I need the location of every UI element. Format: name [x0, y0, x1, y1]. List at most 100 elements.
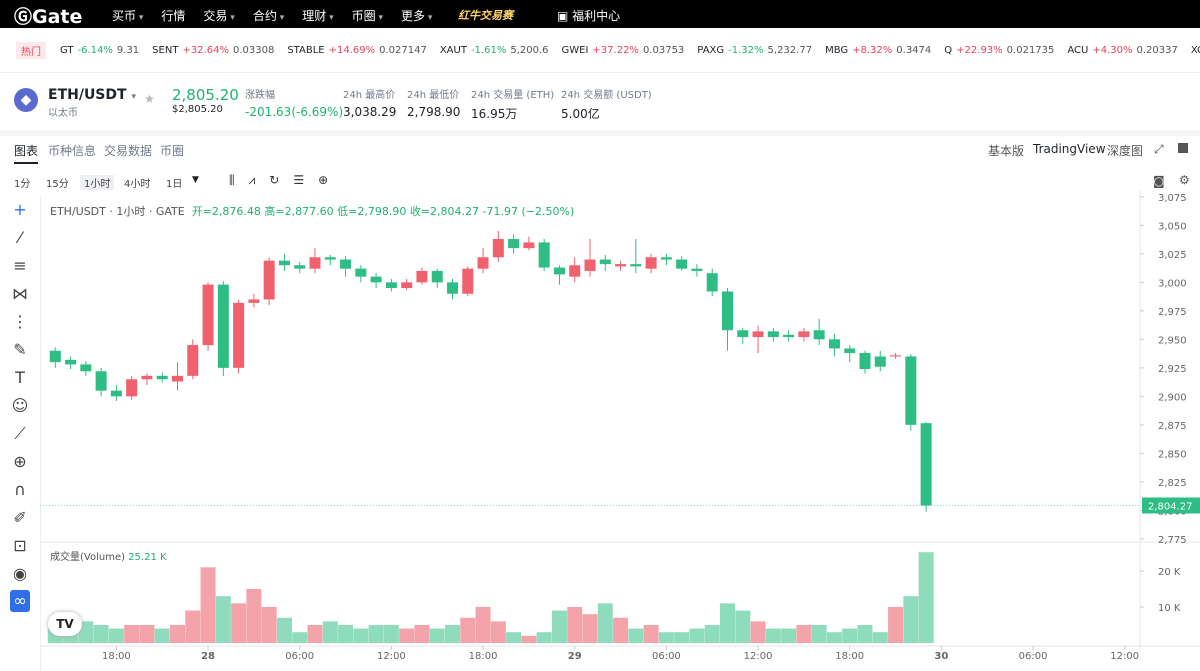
candle-body: [95, 371, 107, 391]
menu-item[interactable]: 行情: [161, 9, 186, 23]
stat-value: 3,038.29: [343, 105, 397, 119]
tool[interactable]: T: [15, 368, 25, 387]
stop-icon[interactable]: [1178, 143, 1188, 153]
x-tick-label: 18:00: [102, 651, 131, 662]
interval[interactable]: 15分: [46, 179, 69, 190]
chart-tools[interactable]: ⫼⩘↻☰⊕: [229, 173, 343, 187]
tool[interactable]: ≡: [13, 256, 27, 275]
candle-body: [676, 259, 688, 269]
tool[interactable]: ⊡: [13, 536, 27, 555]
volume-bar: [338, 624, 354, 643]
volume-last: 25.21 K: [128, 552, 167, 563]
volume-tick-label: 20 K: [1158, 567, 1181, 578]
menu-item[interactable]: 币圈: [352, 7, 383, 24]
tool[interactable]: ✐: [13, 508, 27, 527]
menu-item[interactable]: 交易: [203, 7, 234, 24]
legend-change: -71.97 (−2.50%): [482, 205, 575, 218]
interval[interactable]: 4小时: [124, 179, 151, 190]
candle-body: [156, 375, 168, 380]
promo[interactable]: 红牛交易赛: [458, 9, 513, 22]
last-price: 2,805.20: [172, 86, 239, 104]
stat-label: 涨跌幅: [245, 90, 275, 101]
tool[interactable]: ∩: [14, 480, 26, 499]
tab[interactable]: 币种信息: [48, 144, 97, 158]
ticker-change: +32.64%: [182, 44, 229, 56]
volume-bar: [231, 603, 247, 643]
candle-body: [859, 353, 871, 369]
tool[interactable]: ⋮: [12, 312, 28, 331]
ticker-item[interactable]: MBG +8.32% 0.3474: [825, 45, 931, 56]
x-tick-label: 28: [201, 651, 215, 662]
volume-bar: [368, 624, 384, 643]
fullscreen[interactable]: ⤢: [1154, 142, 1164, 156]
x-tick-label: 06:00: [285, 651, 314, 662]
candle-body: [706, 273, 718, 292]
tool[interactable]: ✎: [13, 340, 27, 359]
ticker-price: 0.03308: [232, 44, 275, 56]
tool[interactable]: +: [13, 200, 27, 219]
volume-bar: [826, 632, 842, 643]
menu-item[interactable]: 买币: [112, 7, 143, 24]
pair[interactable]: ETH/USDT ▾: [48, 87, 136, 103]
tool[interactable]: ◉: [13, 564, 27, 583]
candle-body: [401, 282, 413, 289]
view-option[interactable]: 深度图: [1107, 144, 1144, 158]
candle-body: [233, 302, 245, 368]
volume-bar: [93, 624, 109, 643]
settings[interactable]: ⚙: [1179, 173, 1190, 187]
ticker-item[interactable]: XAUT -1.61% 5,200.6: [440, 45, 549, 56]
candle-body: [477, 257, 489, 269]
ticker-item[interactable]: PAXG -1.32% 5,232.77: [697, 45, 812, 56]
stat: 24h 最低价 2,798.90: [407, 86, 460, 119]
interval[interactable]: 1日: [166, 179, 183, 190]
tool[interactable]: ⟋: [14, 424, 26, 443]
view-option[interactable]: 基本版: [988, 144, 1025, 158]
tool[interactable]: ☺: [11, 396, 29, 415]
interval[interactable]: 1分: [14, 179, 31, 190]
tab[interactable]: 币圈: [160, 144, 185, 158]
camera[interactable]: ◙: [1153, 174, 1165, 188]
menu-item[interactable]: 更多: [401, 7, 432, 24]
volume-bar: [567, 606, 583, 643]
welfare-link[interactable]: ▣ 福利中心: [557, 9, 621, 23]
ticker-price: 0.20337: [1136, 44, 1178, 56]
stat-label: 24h 最低价: [407, 90, 460, 101]
legend-open: 开=2,876.48: [191, 205, 261, 218]
tv-logo[interactable]: TV: [48, 612, 82, 636]
ticker-item[interactable]: ACU +4.30% 0.20337: [1067, 45, 1177, 56]
tool[interactable]: ⊕: [13, 452, 27, 471]
tab[interactable]: 图表: [14, 142, 39, 164]
tool[interactable]: ∞: [10, 590, 30, 612]
tab[interactable]: 交易数据: [104, 144, 153, 158]
ticker-item[interactable]: SENT +32.64% 0.03308: [152, 45, 274, 56]
volume-bar: [276, 617, 292, 643]
ticker-item[interactable]: GWEI +37.22% 0.03753: [562, 45, 685, 56]
ticker-item[interactable]: GT -6.14% 9.31: [60, 45, 139, 56]
menu-item[interactable]: 理财: [302, 7, 333, 24]
ticker-item[interactable]: XCN+5.38%0.006712: [1191, 45, 1200, 56]
ticker-change: +14.69%: [328, 44, 376, 56]
stat: 24h 交易量 (ETH) 16.95万: [471, 86, 554, 122]
candle-body: [340, 259, 352, 269]
candle-body: [905, 356, 917, 425]
tool[interactable]: ⁄: [18, 228, 22, 247]
interval-dropdown[interactable]: ▼: [192, 175, 199, 185]
view-option[interactable]: TradingView: [1033, 142, 1106, 156]
ticker-item[interactable]: STABLE +14.69% 0.027147: [287, 45, 427, 56]
menu-item[interactable]: 合约: [253, 7, 284, 24]
volume-bar: [582, 614, 598, 643]
volume-bar: [536, 632, 552, 643]
candle-body: [538, 242, 550, 268]
candle-body: [523, 242, 535, 249]
volume-bar: [704, 624, 720, 643]
candle-body: [217, 284, 229, 368]
favorite[interactable]: ★: [144, 92, 155, 106]
interval[interactable]: 1小时: [80, 175, 115, 190]
volume-bar: [383, 624, 399, 643]
candle-body: [187, 345, 199, 376]
ticker-item[interactable]: Q +22.93% 0.021735: [944, 45, 1054, 56]
tool[interactable]: ⋈: [12, 284, 28, 303]
y-tick-label: 2,900: [1158, 392, 1187, 403]
stat: 涨跌幅 -201.63(-6.69%): [245, 86, 343, 119]
logo[interactable]: ⒼGate: [14, 6, 83, 28]
